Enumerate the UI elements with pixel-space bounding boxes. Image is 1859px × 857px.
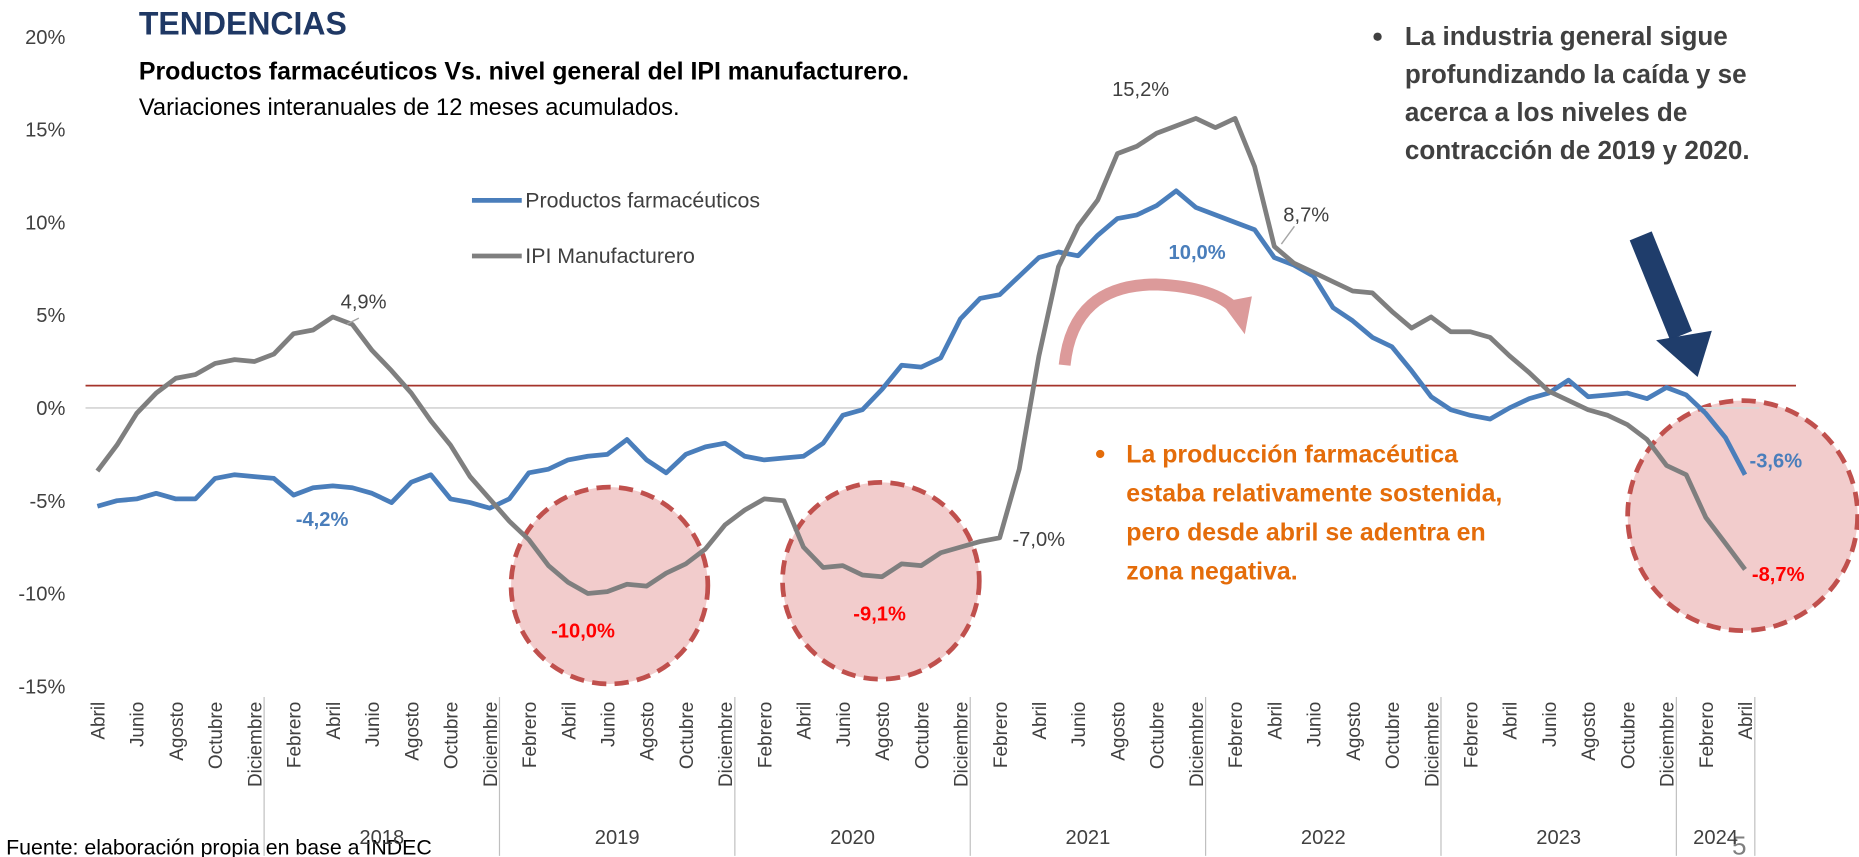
year-label: 2024	[1693, 827, 1738, 849]
year-label: 2018	[359, 827, 404, 849]
year-label: 2020	[830, 827, 875, 849]
y-tick-label: 20%	[25, 27, 65, 49]
chart-title: TENDENCIAS	[139, 5, 347, 41]
y-tick-label: 0%	[36, 398, 65, 420]
data-label: -8,7%	[1752, 564, 1805, 586]
series-line	[95, 116, 1747, 596]
x-tick-label: Diciembre	[1658, 702, 1679, 787]
curved-arrow-head	[1221, 296, 1252, 335]
data-label: -9,1%	[853, 604, 906, 626]
x-tick-label: Agosto	[1108, 702, 1129, 761]
note-line: La industria general sigue	[1405, 21, 1728, 51]
x-tick-label: Abril	[1501, 702, 1522, 740]
x-tick-label: Abril	[89, 702, 110, 740]
x-tick-label: Junio	[128, 702, 149, 747]
x-tick-label: Octubre	[1618, 702, 1639, 769]
x-tick-label: Abril	[1736, 702, 1757, 740]
x-tick-label: Febrero	[520, 702, 541, 768]
highlight-circle	[1625, 398, 1859, 633]
x-tick-label: Febrero	[1226, 702, 1247, 768]
highlight-circle	[508, 484, 711, 687]
data-label: 8,7%	[1283, 205, 1329, 227]
x-tick-label: Agosto	[873, 702, 894, 761]
year-label: 2022	[1301, 827, 1346, 849]
note-line: profundizando la caída y se	[1405, 59, 1747, 89]
data-label: -4,2%	[296, 509, 349, 531]
curved-arrow	[1058, 278, 1241, 366]
bullet	[1373, 32, 1382, 41]
data-label: 10,0%	[1169, 242, 1226, 264]
note-line: estaba relativamente sostenida,	[1126, 479, 1502, 507]
x-tick-label: Febrero	[1462, 702, 1483, 768]
x-tick-label: Febrero	[991, 702, 1012, 768]
x-tick-label: Octubre	[1383, 702, 1404, 769]
x-tick-label: Diciembre	[1422, 702, 1443, 787]
x-tick-label: Diciembre	[716, 702, 737, 787]
note-line: acerca a los niveles de	[1405, 97, 1688, 127]
x-tick-label: Febrero	[755, 702, 776, 768]
y-tick-label: 15%	[25, 120, 65, 142]
big-arrow	[1629, 231, 1692, 340]
x-tick-label: Junio	[363, 702, 384, 747]
x-tick-label: Abril	[1030, 702, 1051, 740]
x-tick-label: Junio	[1540, 702, 1561, 747]
data-label: -7,0%	[1012, 529, 1065, 551]
subtitle-2: Variaciones interanuales de 12 meses acu…	[139, 95, 680, 121]
x-tick-label: Junio	[598, 702, 619, 747]
x-tick-label: Junio	[1305, 702, 1326, 747]
data-label: 4,9%	[341, 292, 387, 314]
label-leader	[1280, 225, 1295, 245]
data-label: -3,6%	[1750, 451, 1803, 473]
series-line	[96, 188, 1748, 511]
x-tick-label: Agosto	[638, 702, 659, 761]
x-tick-label: Abril	[795, 702, 816, 740]
y-tick-label: -15%	[18, 676, 65, 698]
note-line: pero desde abril se adentra en	[1126, 519, 1485, 547]
x-tick-label: Octubre	[442, 702, 463, 769]
note-line: contracción de 2019 y 2020.	[1405, 135, 1750, 165]
x-tick-label: Diciembre	[245, 702, 266, 787]
y-tick-label: -10%	[18, 584, 65, 606]
subtitle: Productos farmacéuticos Vs. nivel genera…	[139, 57, 909, 85]
x-tick-label: Junio	[1069, 702, 1090, 747]
x-tick-label: Agosto	[1344, 702, 1365, 761]
x-tick-label: Octubre	[677, 702, 698, 769]
y-tick-label: -5%	[30, 491, 66, 513]
x-tick-label: Octubre	[206, 702, 227, 769]
page-number: 5	[1732, 831, 1747, 857]
x-tick-label: Abril	[559, 702, 580, 740]
x-tick-label: Diciembre	[952, 702, 973, 787]
source: Fuente: elaboración propia en base a IND…	[6, 836, 432, 857]
highlight-circle	[780, 480, 982, 682]
x-tick-label: Agosto	[1579, 702, 1600, 761]
x-tick-label: Febrero	[285, 702, 306, 768]
x-tick-label: Octubre	[1148, 702, 1169, 769]
x-tick-label: Octubre	[912, 702, 933, 769]
x-tick-label: Diciembre	[481, 702, 502, 787]
x-tick-label: Agosto	[402, 702, 423, 761]
x-tick-label: Abril	[324, 702, 345, 740]
data-label: -10,0%	[551, 620, 615, 642]
year-label: 2023	[1536, 827, 1581, 849]
highlight-circles	[508, 398, 1859, 687]
y-tick-label: 5%	[36, 305, 65, 327]
year-label: 2021	[1066, 827, 1111, 849]
x-tick-label: Diciembre	[1187, 702, 1208, 787]
y-tick-label: 10%	[25, 212, 65, 234]
label-leader	[346, 317, 360, 325]
x-tick-label: Agosto	[167, 702, 188, 761]
legend-label: Productos farmacéuticos	[525, 188, 760, 212]
x-tick-label: Abril	[1265, 702, 1286, 740]
note-line: La producción farmacéutica	[1126, 440, 1458, 468]
big-arrow-head	[1656, 330, 1712, 377]
bullet	[1096, 449, 1105, 459]
x-tick-label: Febrero	[1697, 702, 1718, 768]
legend-label: IPI Manufacturero	[525, 244, 695, 268]
note-line: zona negativa.	[1126, 558, 1297, 586]
year-label: 2019	[595, 827, 640, 849]
data-label: 15,2%	[1112, 79, 1169, 101]
x-tick-label: Junio	[834, 702, 855, 747]
